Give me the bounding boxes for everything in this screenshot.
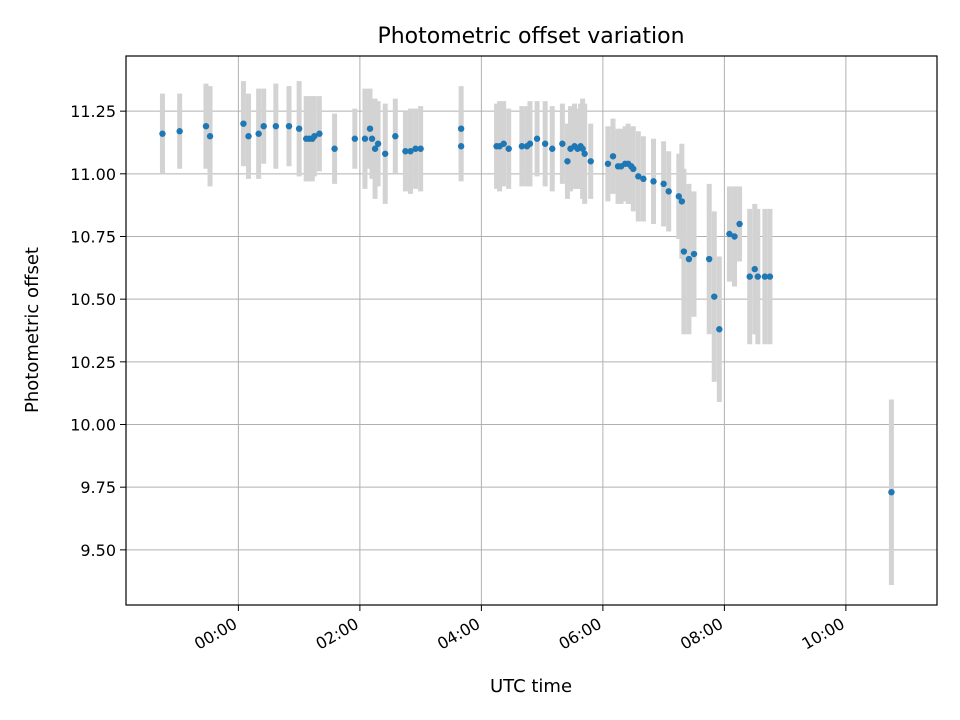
data-point [559,140,566,147]
x-axis-label: UTC time [490,676,572,697]
y-tick-label: 11.25 [70,102,116,121]
data-point [711,293,718,300]
data-point [761,273,769,280]
error-bars [159,81,894,585]
y-axis-ticks: 9.50 9.75 10.00 10.25 10.50 10.75 11.00 11.25 [70,102,126,560]
data-point [371,145,379,152]
data-point [716,326,723,333]
x-tick-label: 08:00 [677,614,726,654]
data-point [680,248,688,255]
data-point [366,125,374,132]
data-point [526,140,534,147]
data-point [500,140,507,147]
data-point [746,273,753,280]
data-point [888,488,895,496]
data-point [541,140,549,147]
data-point [240,120,247,127]
data-point [678,198,686,205]
data-point [295,125,303,132]
data-point [176,128,183,135]
data-point [381,150,389,157]
data-point [564,158,571,165]
data-point [604,160,612,167]
data-point [609,153,617,160]
data-point [579,145,586,152]
data-point [766,273,774,280]
data-point [736,220,743,228]
data-point [417,145,424,152]
data-point [685,255,693,263]
y-tick-label: 10.75 [70,227,116,246]
data-points [159,120,895,496]
data-point [640,175,647,183]
data-point [285,122,293,130]
data-point [635,173,642,180]
data-point [202,122,210,130]
data-point [374,140,382,147]
data-point [159,130,166,137]
data-point [361,135,369,142]
data-point [587,158,594,165]
x-tick-label: 04:00 [434,614,483,654]
data-point [705,255,713,263]
data-point [731,233,738,240]
x-tick-label: 02:00 [312,614,361,654]
data-point [206,133,214,140]
data-point [407,148,414,155]
data-point [351,135,359,142]
data-point [368,135,376,142]
data-point [311,133,318,140]
data-point [581,150,588,157]
data-point [402,148,409,155]
data-point [331,145,338,152]
x-axis-ticks: 00:00 02:00 04:00 06:00 08:00 10:00 [191,605,848,654]
data-point [751,265,758,273]
data-point [754,273,761,280]
data-point [726,230,733,238]
data-point [549,145,556,152]
y-tick-label: 10.00 [70,416,116,435]
data-point [316,130,323,137]
data-point [690,250,698,258]
y-tick-label: 9.50 [80,541,116,560]
data-point [675,193,683,200]
y-axis-label: Photometric offset [22,247,43,413]
data-point [245,133,252,140]
data-point [260,122,267,130]
plot-frame [125,55,938,606]
y-tick-label: 9.75 [80,478,116,497]
data-point [630,165,637,173]
data-point [255,130,262,137]
data-point [272,122,280,130]
x-tick-label: 00:00 [191,614,240,654]
data-point [518,143,526,150]
data-point [457,143,465,150]
data-point [412,145,419,152]
y-tick-label: 11.00 [70,165,116,184]
x-tick-label: 10:00 [798,614,847,654]
data-point [392,133,399,140]
data-point [533,135,541,142]
data-point [665,188,672,195]
data-point [650,178,657,185]
y-tick-label: 10.25 [70,353,116,372]
data-point [660,180,667,188]
chart-title: Photometric offset variation [377,24,684,49]
x-tick-label: 06:00 [555,614,604,654]
data-point [457,125,465,132]
y-tick-label: 10.50 [70,290,116,309]
data-point [505,145,512,152]
